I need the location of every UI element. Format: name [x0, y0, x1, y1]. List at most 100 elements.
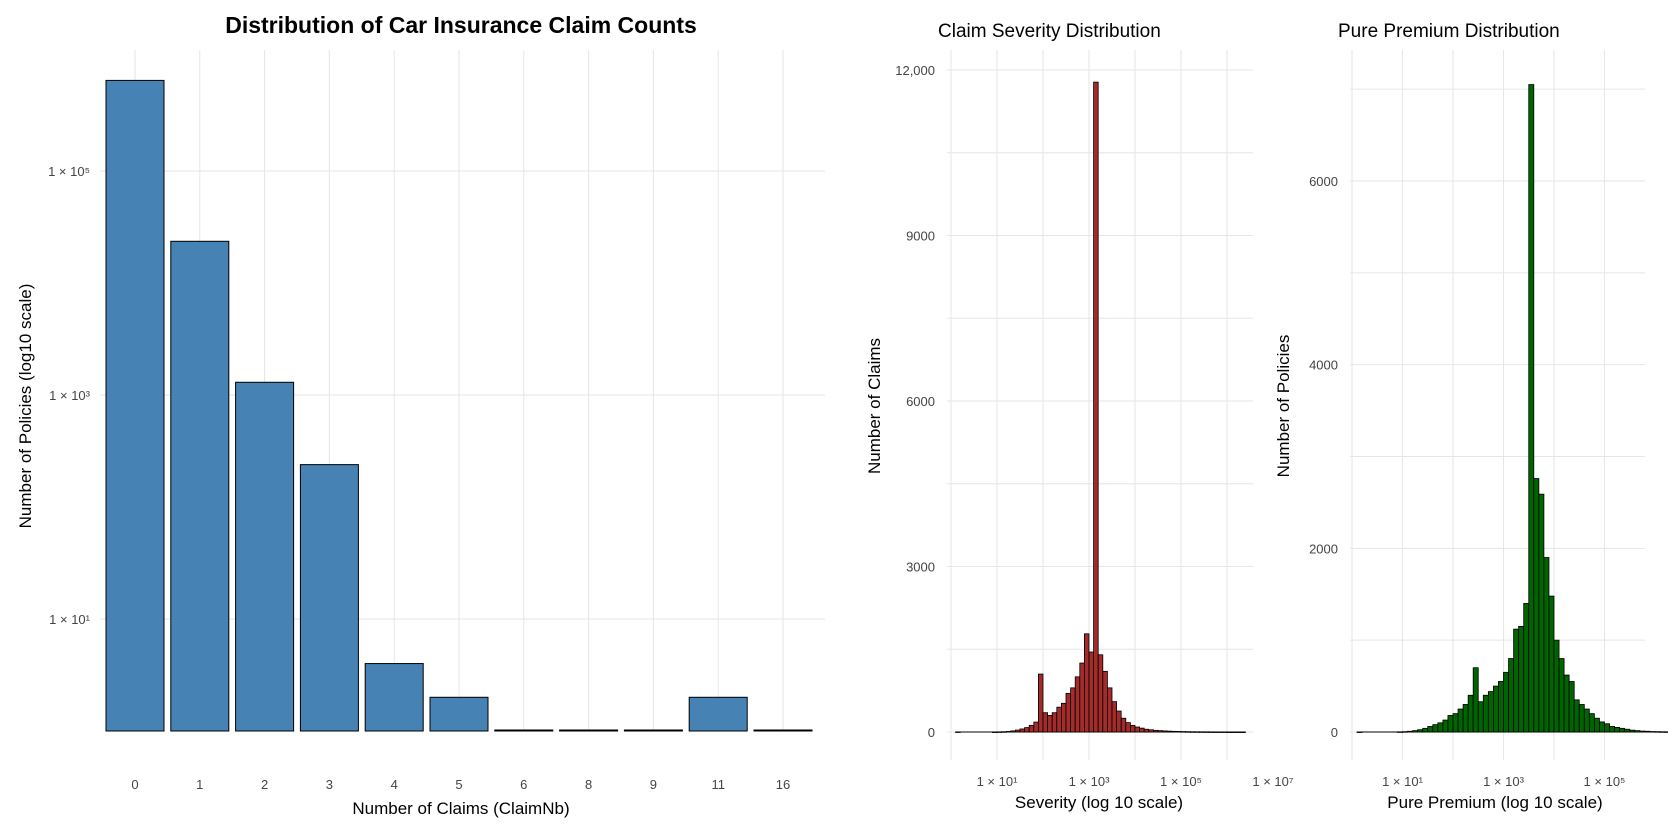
histogram-bar [1120, 717, 1127, 733]
histogram-bar [1644, 730, 1651, 733]
chart-title: Distribution of Car Insurance Claim Coun… [225, 12, 697, 38]
x-tick-label: 11 [711, 777, 725, 792]
histogram-bar [1563, 674, 1570, 733]
histogram-bar [1397, 731, 1403, 733]
histogram-bar [992, 731, 998, 733]
histogram-bar [1139, 727, 1145, 733]
histogram-bar [1573, 699, 1580, 733]
bar [688, 696, 748, 732]
histogram-bar [1599, 721, 1605, 733]
y-axis-title: Number of Policies [1274, 335, 1293, 478]
histogram-bar [1038, 673, 1044, 733]
histogram-bar [1583, 708, 1590, 733]
histogram-bar [1208, 731, 1214, 733]
histogram-bar [1477, 701, 1484, 733]
histogram-bar [1503, 671, 1509, 733]
histogram-bar [1010, 730, 1016, 733]
histogram-bar [1074, 676, 1081, 733]
histogram-bar [1102, 670, 1108, 733]
bar [299, 464, 359, 732]
x-tick-label: 1 × 10⁵ [1160, 774, 1202, 789]
histogram-bar [1024, 727, 1030, 733]
x-tick-label: 4 [391, 777, 398, 792]
histogram-bar [1407, 730, 1414, 733]
y-tick-label: 1 × 10¹ [49, 612, 91, 627]
histogram-bar [1614, 727, 1621, 733]
histogram-bar [1634, 730, 1641, 733]
histogram-bar [1518, 625, 1525, 733]
histogram-bar [1176, 731, 1182, 733]
histogram-bar [1427, 726, 1434, 733]
bar [170, 240, 230, 732]
histogram-bar [1134, 726, 1140, 733]
x-tick-label: 1 [196, 777, 203, 792]
histogram-bar [1432, 724, 1439, 733]
histogram-bar [1153, 729, 1159, 733]
x-tick-label: 1 × 10¹ [1382, 774, 1424, 789]
histogram-bar [1447, 715, 1454, 733]
histogram-bar [1538, 493, 1545, 733]
histogram-bar [1084, 633, 1090, 733]
histogram-bar [1467, 694, 1474, 733]
histogram-bar [1088, 651, 1094, 733]
histogram-bar [1180, 731, 1186, 733]
histogram-bar [1166, 730, 1173, 733]
histogram-bar [1654, 731, 1661, 733]
x-tick-label: 3 [326, 777, 333, 792]
histogram-bar [1487, 691, 1494, 733]
histogram-bar [1194, 731, 1200, 733]
bar [559, 729, 619, 732]
histogram-bar [1157, 730, 1163, 733]
histogram-bar [1619, 727, 1626, 733]
histogram-bar [1498, 681, 1504, 733]
histogram-bar [1097, 654, 1104, 733]
claim-count-chart: Distribution of Car Insurance Claim Coun… [16, 12, 825, 818]
y-tick-label: 12,000 [895, 63, 935, 78]
x-tick-label: 1 × 10¹ [977, 774, 1019, 789]
y-tick-label: 1 × 10⁵ [48, 164, 90, 179]
histogram-bar [1051, 712, 1058, 733]
x-tick-label: 1 × 10³ [1069, 774, 1111, 789]
chart-title: Claim Severity Distribution [938, 21, 1161, 42]
histogram-bar [1171, 730, 1177, 733]
chart-title: Pure Premium Distribution [1338, 21, 1560, 42]
histogram-bar [1240, 731, 1246, 733]
histogram-bar [1217, 731, 1223, 733]
histogram-bar [1528, 84, 1535, 733]
histogram-bar [1553, 639, 1560, 733]
y-axis-title: Number of Policies (log10 scale) [16, 284, 35, 529]
histogram-bar [1111, 701, 1117, 733]
histogram-bar [1533, 478, 1540, 733]
histogram-bar [1356, 731, 1363, 733]
histogram-bar [1061, 702, 1067, 733]
y-tick-label: 0 [1331, 725, 1338, 740]
y-tick-label: 9000 [906, 229, 935, 244]
histogram-bar [1482, 694, 1489, 733]
histogram-bar [1042, 712, 1048, 733]
histogram-bar [1457, 708, 1464, 733]
y-tick-label: 2000 [1309, 541, 1338, 556]
x-tick-label: 6 [520, 777, 527, 792]
x-axis-title: Severity (log 10 scale) [1015, 793, 1183, 812]
histogram-bar [1543, 557, 1550, 733]
bar [364, 663, 424, 732]
x-tick-label: 16 [776, 777, 790, 792]
histogram-bar [1056, 706, 1062, 733]
histogram-bar [1513, 628, 1520, 733]
y-tick-label: 6000 [1309, 174, 1338, 189]
histogram-bar [1231, 731, 1237, 733]
bar [753, 729, 813, 732]
bar [105, 79, 165, 732]
histogram-bar [1624, 728, 1631, 733]
histogram-bar [1558, 658, 1565, 733]
y-tick-label: 1 × 10³ [49, 388, 91, 403]
histogram-bar [1070, 687, 1076, 733]
histogram-bar [1162, 730, 1168, 733]
histogram-bar [1452, 713, 1459, 733]
histogram-bar [1609, 726, 1616, 733]
bar [494, 729, 554, 732]
x-tick-label: 1 × 10⁵ [1584, 774, 1626, 789]
y-axis-title: Number of Claims [865, 338, 884, 474]
histogram-bar [1116, 710, 1122, 733]
histogram-bar [1001, 731, 1007, 733]
